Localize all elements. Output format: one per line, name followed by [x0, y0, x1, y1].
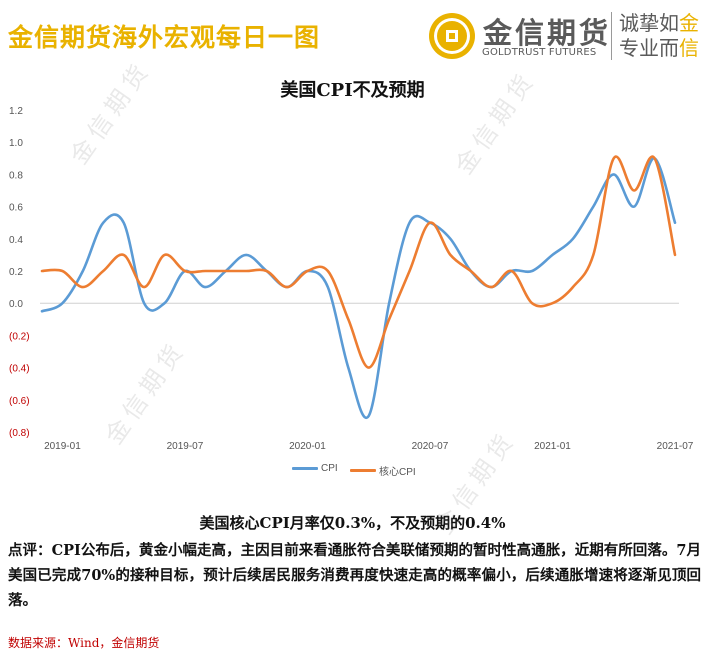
y-tick-label: (0.4) [9, 364, 30, 375]
chart-legend: CPI 核心CPI [0, 463, 705, 479]
comment-text: 点评：CPI公布后，黄金小幅走高，主因目前来看通胀符合美联储预期的暂时性高通胀，… [8, 542, 701, 609]
y-tick-label: 0.6 [9, 203, 23, 214]
logo-divider [611, 12, 612, 60]
y-tick-label: (0.6) [9, 396, 30, 407]
logo-en-text: GOLDTRUST FUTURES [482, 47, 597, 58]
legend-label-cpi: CPI [321, 463, 338, 474]
y-tick-label: 0.8 [9, 170, 23, 181]
legend-label-core-cpi: 核心CPI [379, 467, 416, 478]
legend-line-core-cpi [350, 469, 376, 472]
y-tick-label: (0.2) [9, 331, 30, 342]
y-tick-label: 0.2 [9, 267, 23, 278]
slogan-line-1: 诚挚如金 [619, 11, 699, 36]
summary-text: 美国核心CPI月率仅0.3%，不及预期的0.4% [199, 514, 506, 532]
line-chart: 1.2 1.0 0.8 0.6 0.4 0.2 0.0 (0.2) (0.4) (0.6) (0.8… [9, 106, 694, 452]
logo-cn-text: 金信期货 [483, 16, 612, 50]
source-text: 数据来源：Wind，金信期货 [8, 636, 160, 650]
x-tick-label: 2020-01 [289, 441, 326, 452]
x-tick-label: 2021-01 [534, 441, 571, 452]
x-tick-label: 2021-07 [657, 441, 694, 452]
x-tick-label: 2019-07 [167, 441, 204, 452]
slogan-line-1-prefix: 诚挚如 [619, 11, 679, 35]
series-line-cpi [40, 156, 677, 420]
chart-title: 美国CPI不及预期 [280, 80, 425, 101]
y-tick-label: 1.2 [9, 106, 23, 117]
slogan-line-2-prefix: 专业而 [619, 36, 679, 60]
series-line-core-cpi [40, 155, 677, 369]
y-tick-label: 0.4 [9, 235, 23, 246]
slogan-line-1-highlight: 金 [679, 11, 699, 35]
y-tick-label: 1.0 [9, 138, 23, 149]
legend-item-cpi: CPI [292, 463, 338, 474]
slogan-line-2-highlight: 信 [679, 36, 699, 60]
y-tick-label: (0.8) [9, 428, 30, 439]
logo-emblem-icon [429, 13, 475, 59]
header: 金信期货海外宏观每日一图 金信期货 GOLDTRUST FUTURES 诚挚如金… [0, 0, 705, 72]
x-tick-label: 2020-07 [412, 441, 449, 452]
legend-item-core-cpi: 核心CPI [350, 463, 416, 478]
slogan-line-2: 专业而信 [619, 36, 699, 61]
y-tick-label: 0.0 [9, 299, 23, 310]
legend-line-cpi [292, 467, 318, 470]
header-title: 金信期货海外宏观每日一图 [8, 23, 321, 52]
x-tick-label: 2019-01 [44, 441, 81, 452]
slogan: 诚挚如金 专业而信 [619, 11, 699, 61]
